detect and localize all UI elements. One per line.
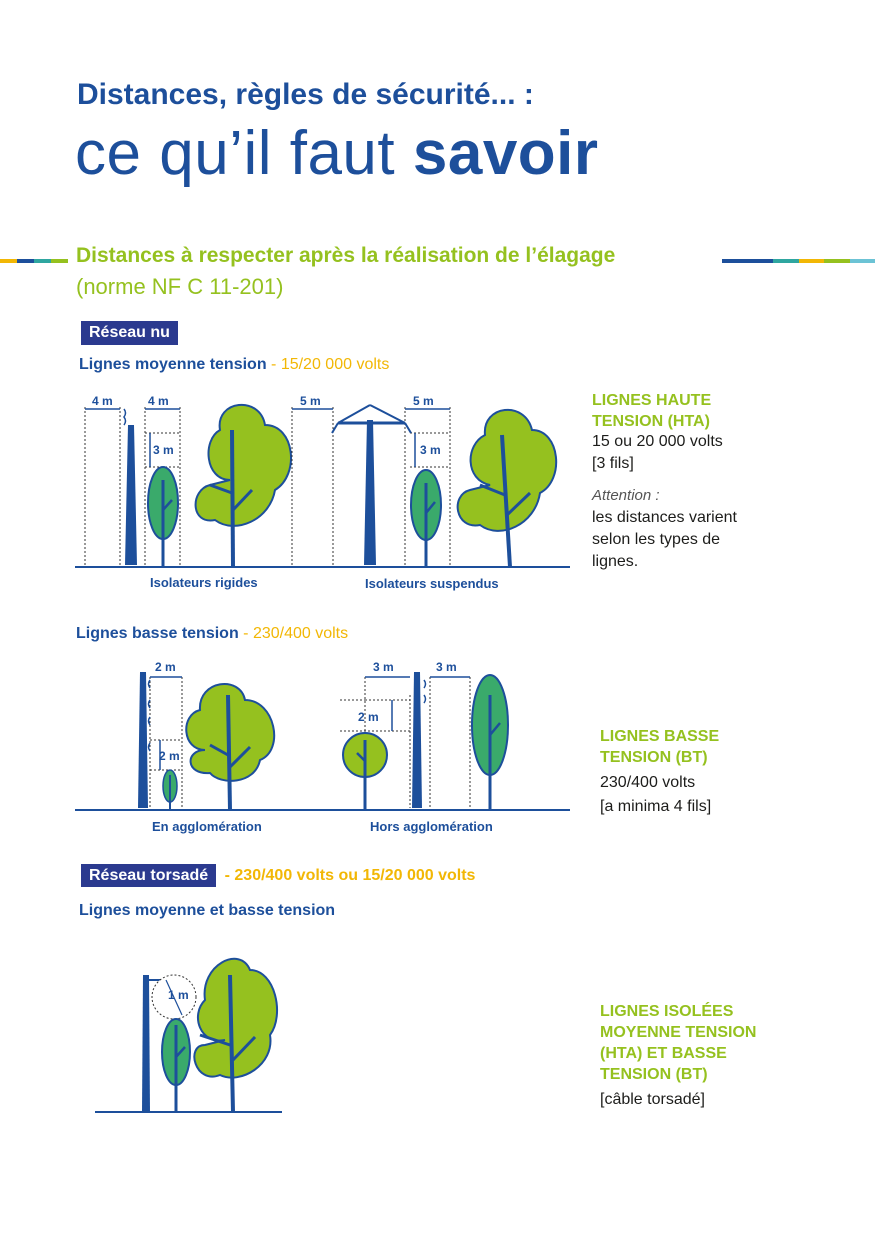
subtitle-basse-tension: Lignes basse tension - 230/400 volts	[76, 625, 348, 643]
torsade-header: Réseau torsadé - 230/400 volts ou 15/20 …	[81, 864, 476, 887]
pole	[125, 425, 137, 565]
dim-label: 2 m	[159, 749, 180, 763]
tree-icon	[194, 403, 292, 568]
dim-label: 5 m	[413, 394, 434, 408]
tag-reseau-torsade: Réseau torsadé	[81, 864, 217, 887]
pole	[412, 672, 422, 808]
title-regular-part: ce qu’il faut	[75, 119, 413, 188]
tree-icon	[342, 732, 388, 810]
section-subtitle: (norme NF C 11-201)	[76, 274, 284, 299]
subtitle-bt-label: Lignes basse tension	[76, 625, 239, 642]
bt-diagram: 2 m 2 m 3 m 3 m 2 m En agglomération Ho	[75, 660, 570, 834]
pole	[364, 420, 376, 565]
insulator-icon	[123, 408, 127, 426]
tree-icon	[471, 674, 509, 810]
section-stripe-left	[0, 259, 68, 263]
side-heading-hta: LIGNES HAUTE TENSION (HTA)	[592, 392, 712, 430]
section-title: Distances à respecter après la réalisati…	[76, 244, 616, 267]
tree-icon	[193, 957, 279, 1113]
dim-label: 3 m	[420, 443, 441, 457]
side-attention: Attention :	[592, 487, 660, 504]
tag-reseau-nu: Réseau nu	[81, 321, 178, 345]
page-title-line2: ce qu’il faut savoir	[75, 118, 599, 189]
caption-isolateurs-rigides: Isolateurs rigides	[150, 575, 258, 590]
dim-label: 3 m	[153, 443, 174, 457]
subtitle-moyenne-basse-tension: Lignes moyenne et basse tension	[79, 902, 336, 919]
section-stripe-right	[722, 259, 875, 263]
dim-label: 2 m	[155, 660, 176, 674]
tree-icon	[185, 683, 276, 811]
subtitle-mt-label: Lignes moyenne tension	[79, 356, 267, 373]
torsade-voltage: - 230/400 volts ou 15/20 000 volts	[220, 867, 476, 884]
subtitle-bt-voltage: - 230/400 volts	[238, 625, 349, 642]
tree-icon	[147, 466, 179, 567]
subtitle-mt-voltage: - 15/20 000 volts	[266, 356, 390, 373]
tree-icon	[410, 469, 442, 567]
dim-label: 2 m	[358, 710, 379, 724]
subtitle-moyenne-tension: Lignes moyenne tension - 15/20 000 volts	[79, 356, 389, 374]
side-heading-torsade: LIGNES ISOLÉES MOYENNE TENSION (HTA) ET …	[600, 1003, 757, 1083]
caption-isolateurs-suspendus: Isolateurs suspendus	[365, 576, 499, 591]
dim-label: 3 m	[373, 660, 394, 674]
caption-hors-agglomeration: Hors agglomération	[370, 819, 493, 834]
side-text-hta-note: les distances varient selon les types de…	[592, 509, 737, 570]
pole	[142, 975, 150, 1112]
tree-icon	[456, 408, 558, 568]
caption-en-agglomeration: En agglomération	[152, 819, 262, 834]
hta-diagram: 4 m 4 m 3 m 5 m 5 m 3 m	[75, 394, 570, 591]
side-heading-bt: LIGNES BASSE TENSION (BT)	[600, 728, 720, 766]
side-text-hta-voltage: 15 ou 20 000 volts	[592, 433, 723, 450]
tree-icon	[161, 1018, 191, 1112]
torsade-diagram: 1 m	[95, 957, 282, 1113]
insulator-icon	[423, 679, 427, 704]
side-text-bt-voltage: 230/400 volts	[600, 774, 696, 791]
side-text-bt-wires: [a minima 4 fils]	[600, 798, 712, 815]
dim-label: 1 m	[168, 988, 189, 1002]
insulator-icon	[147, 679, 151, 752]
dim-label: 4 m	[92, 394, 113, 408]
dim-label: 3 m	[436, 660, 457, 674]
page-title-line1: Distances, règles de sécurité... :	[77, 78, 534, 111]
title-bold-part: savoir	[412, 119, 599, 188]
pole	[138, 672, 148, 808]
side-text-torsade: [câble torsadé]	[600, 1091, 705, 1108]
side-text-hta-wires: [3 fils]	[592, 455, 634, 472]
tree-icon	[162, 769, 178, 810]
dim-label: 4 m	[148, 394, 169, 408]
dim-label: 5 m	[300, 394, 321, 408]
